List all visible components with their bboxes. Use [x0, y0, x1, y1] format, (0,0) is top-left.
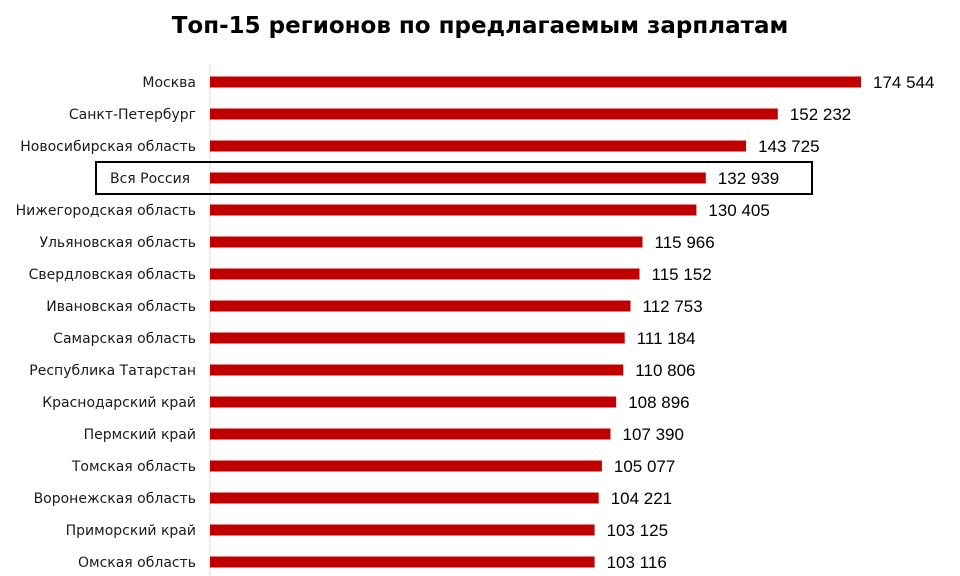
- data-label: 115 966: [655, 233, 715, 252]
- category-label: Новосибирская область: [20, 139, 196, 155]
- data-label: 103 116: [607, 553, 667, 572]
- bar: [210, 76, 861, 88]
- bar: [210, 364, 624, 376]
- data-label: 103 125: [607, 521, 668, 540]
- category-label: Москва: [142, 75, 196, 91]
- bar: [210, 204, 697, 216]
- bar: [210, 268, 640, 280]
- data-label: 104 221: [611, 489, 672, 508]
- category-label: Омская область: [78, 555, 196, 571]
- bar: [210, 556, 595, 568]
- category-label: Самарская область: [53, 331, 196, 347]
- bar: [210, 140, 747, 152]
- bar: [210, 492, 599, 504]
- data-label: 111 184: [637, 329, 696, 348]
- data-label: 130 405: [708, 201, 769, 220]
- bar: [210, 300, 631, 312]
- category-label: Томская область: [71, 459, 196, 475]
- data-label: 143 725: [758, 137, 819, 156]
- category-label: Республика Татарстан: [29, 363, 196, 379]
- category-label: Вся Россия: [110, 171, 190, 187]
- category-label: Воронежская область: [34, 491, 196, 507]
- bar: [210, 332, 625, 344]
- highlight-box: [95, 161, 813, 195]
- data-label: 115 152: [652, 265, 712, 284]
- data-label: 112 753: [643, 297, 703, 316]
- category-label: Свердловская область: [29, 267, 196, 283]
- bar: [210, 396, 617, 408]
- category-label: Пермский край: [84, 427, 196, 443]
- bar: [210, 524, 595, 536]
- category-label: Санкт-Петербург: [69, 107, 196, 123]
- bar: [210, 172, 706, 184]
- data-label: 105 077: [614, 457, 675, 476]
- bars-layer: Москва 174 544 Санкт-Петербург 152 232 Новос…: [16, 73, 935, 572]
- category-label: Ивановская область: [46, 299, 196, 315]
- chart-title: Топ-15 регионов по предлагаемым зарплата…: [171, 13, 789, 39]
- category-label: Ульяновская область: [39, 235, 196, 251]
- bar: [210, 428, 611, 440]
- category-label: Краснодарский край: [42, 395, 196, 411]
- data-label: 108 896: [628, 393, 689, 412]
- category-label: Приморский край: [66, 523, 196, 539]
- data-label: 132 939: [718, 169, 779, 188]
- data-label: 174 544: [873, 73, 934, 92]
- bar: [210, 236, 643, 248]
- category-label: Нижегородская область: [16, 203, 196, 219]
- data-label: 152 232: [790, 105, 851, 124]
- bar: [210, 460, 602, 472]
- data-label: 110 806: [635, 361, 695, 380]
- bar: [210, 108, 778, 120]
- data-label: 107 390: [623, 425, 684, 444]
